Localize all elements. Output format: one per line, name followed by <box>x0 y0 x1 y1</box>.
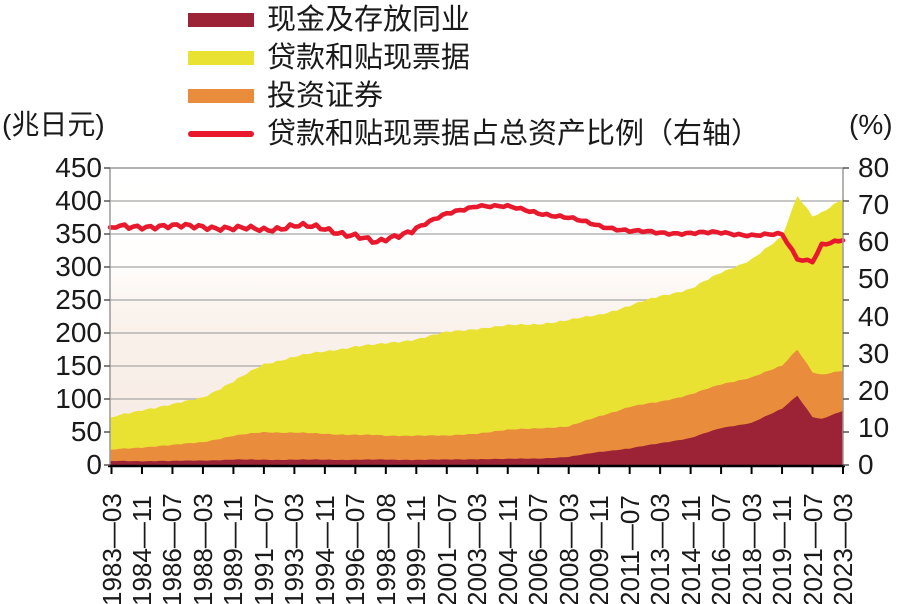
right-axis-tick-label: 10 <box>858 411 890 443</box>
right-axis-unit-label: (%) <box>849 109 893 140</box>
right-axis-tick-label: 80 <box>858 152 890 183</box>
x-axis-tick-label: 2011—07 <box>614 495 645 604</box>
legend-label-loan-ratio: 贷款和贴现票据占总资产比例（右轴） <box>267 118 761 150</box>
x-axis-tick-label: 1986—07 <box>157 493 188 604</box>
x-axis-tick-label: 1983—03 <box>96 493 127 604</box>
x-axis-tick-label: 2006—07 <box>523 493 554 604</box>
loans-series-swatch-icon <box>188 51 254 65</box>
left-axis-tick-label: 450 <box>55 152 102 183</box>
x-axis-tick-label: 1984—11 <box>126 495 157 604</box>
securities-series-swatch-icon <box>188 89 254 103</box>
x-axis-tick-label: 2018—03 <box>736 493 767 604</box>
cash-area <box>110 395 843 465</box>
x-axis-tick-label: 1991—07 <box>248 493 279 604</box>
x-axis-tick-label: 1993—03 <box>279 493 310 604</box>
x-axis-tick-label: 2008—03 <box>553 493 584 604</box>
x-axis-tick-label: 2021—07 <box>797 493 828 604</box>
legend-item-loans: 贷款和贴现票据 <box>188 39 760 77</box>
left-axis-tick-label: 200 <box>55 317 102 348</box>
x-axis-tick-label: 2009—11 <box>584 495 615 604</box>
x-axis-tick-label: 2016—07 <box>706 493 737 604</box>
left-axis-tick-label: 300 <box>55 251 102 282</box>
right-axis-tick-label: 20 <box>858 374 890 406</box>
right-axis-tick-label: 40 <box>858 300 890 332</box>
x-axis-tick-label: 1998—08 <box>370 493 401 604</box>
x-axis-tick-label: 1989—11 <box>218 495 249 604</box>
legend-item-loan-ratio: 贷款和贴现票据占总资产比例（右轴） <box>188 115 760 153</box>
loan-ratio-line-swatch-icon <box>188 131 254 137</box>
right-axis-tick-label: 0 <box>858 449 874 480</box>
x-axis-tick-label: 2004—11 <box>492 495 523 604</box>
right-axis-tick-label: 60 <box>858 226 890 258</box>
plot-border <box>109 167 844 465</box>
left-axis-tick-label: 0 <box>86 449 102 480</box>
right-axis-tick-label: 30 <box>858 337 890 369</box>
legend-item-securities: 投资证券 <box>188 77 760 115</box>
securities-area <box>110 349 843 465</box>
legend-label-loans: 贷款和贴现票据 <box>267 42 471 74</box>
left-axis-tick-label: 250 <box>55 284 102 315</box>
x-axis-tick-label: 1994—11 <box>309 495 340 604</box>
loan-ratio-line <box>107 202 846 265</box>
x-axis-tick-label: 2001—07 <box>431 493 462 604</box>
legend-item-cash: 现金及存放同业 <box>188 1 760 39</box>
left-axis-tick-label: 400 <box>55 185 102 216</box>
right-axis-tick-label: 70 <box>858 189 890 221</box>
x-axis-tick-label: 1996—07 <box>340 493 371 604</box>
left-axis-tick-label: 100 <box>55 383 102 414</box>
left-axis-tick-label: 50 <box>70 416 102 447</box>
x-axis-tick-label: 2003—03 <box>462 493 493 604</box>
cash-series-swatch-icon <box>188 13 254 27</box>
x-axis-tick-label: 2023—03 <box>828 493 859 604</box>
right-axis-tick-label: 50 <box>858 263 890 295</box>
x-axis-tick-label: 2019—11 <box>767 495 798 604</box>
x-axis-tick-label: 2013—03 <box>645 493 676 604</box>
legend-label-securities: 投资证券 <box>267 80 384 112</box>
x-axis-tick-label: 1988—03 <box>187 493 218 604</box>
x-axis-tick-label: 1999—11 <box>401 495 432 604</box>
x-axis-tick-label: 2014—11 <box>675 495 706 604</box>
left-axis-tick-label: 350 <box>55 218 102 249</box>
left-axis-unit-label: (兆日元) <box>2 109 105 140</box>
left-axis-tick-label: 150 <box>55 350 102 381</box>
legend: 现金及存放同业 贷款和贴现票据 投资证券 贷款和贴现票据占总资产比例（右轴） <box>188 1 760 153</box>
loans-area <box>110 196 843 465</box>
legend-label-cash: 现金及存放同业 <box>267 4 471 36</box>
